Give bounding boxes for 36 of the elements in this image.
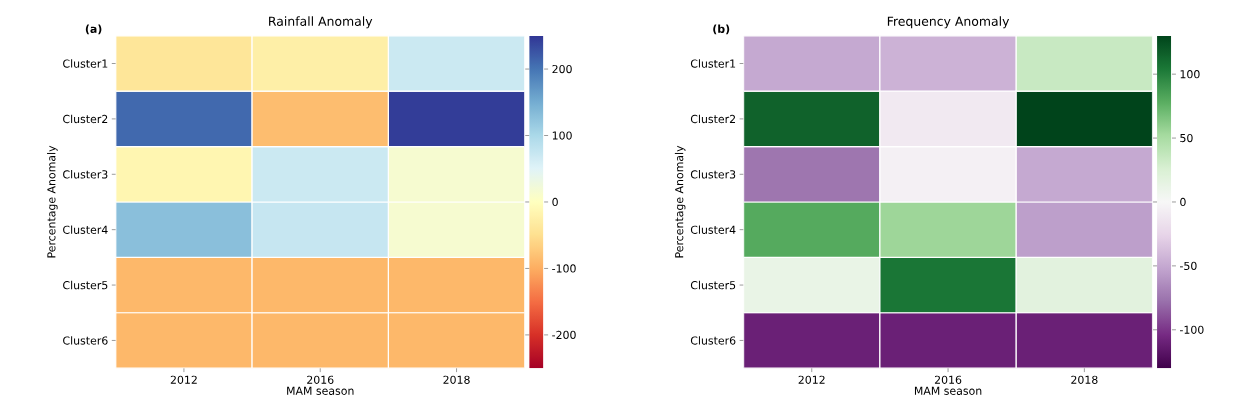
x-tick-label: 2018 bbox=[1071, 375, 1098, 384]
y-tick-label: Cluster2 bbox=[63, 114, 108, 124]
x-axis-title: MAM season bbox=[914, 386, 982, 395]
y-tick-label: Cluster6 bbox=[690, 336, 736, 345]
color-bar-label: 50 bbox=[1180, 133, 1193, 143]
y-tick-label: Cluster4 bbox=[690, 225, 736, 234]
y-axis-title: Percentage Anomaly bbox=[674, 145, 686, 258]
text: (a) bbox=[85, 24, 102, 35]
color-bar-label: 100 bbox=[1180, 70, 1200, 79]
chart-title: Frequency Anomaly bbox=[887, 16, 1010, 29]
x-tick-label: 2012 bbox=[798, 375, 825, 384]
x-tick-label: 2016 bbox=[307, 375, 334, 384]
y-tick-label: Cluster5 bbox=[63, 280, 108, 290]
text: (b) bbox=[713, 24, 730, 35]
x-axis-title: MAM season bbox=[287, 386, 354, 395]
color-bar-label: 200 bbox=[552, 64, 572, 74]
y-tick-label: Cluster2 bbox=[690, 114, 735, 124]
y-tick-label: Cluster4 bbox=[63, 225, 108, 234]
y-tick-label: Cluster3 bbox=[63, 170, 108, 179]
x-tick-label: 2012 bbox=[170, 375, 197, 384]
color-bar-label: 0 bbox=[552, 197, 558, 207]
y-tick-label: Cluster1 bbox=[63, 59, 108, 68]
x-tick-label: 2016 bbox=[934, 375, 962, 384]
color-bar-label: -100 bbox=[1179, 325, 1204, 334]
y-tick-label: Cluster5 bbox=[690, 280, 736, 290]
y-tick-label: Cluster1 bbox=[690, 59, 736, 68]
y-tick-label: Cluster3 bbox=[690, 170, 736, 179]
y-axis-title: Percentage Anomaly bbox=[47, 145, 58, 258]
y-tick-label: Cluster6 bbox=[63, 336, 108, 345]
color-bar-label: -200 bbox=[552, 330, 576, 340]
x-tick-label: 2018 bbox=[443, 375, 470, 384]
color-bar-label: 0 bbox=[1180, 197, 1186, 207]
color-bar-label: -100 bbox=[552, 264, 576, 273]
color-bar-label: 100 bbox=[552, 131, 572, 140]
color-bar-label: -50 bbox=[1179, 261, 1197, 271]
chart-title: Rainfall Anomaly bbox=[269, 16, 373, 29]
